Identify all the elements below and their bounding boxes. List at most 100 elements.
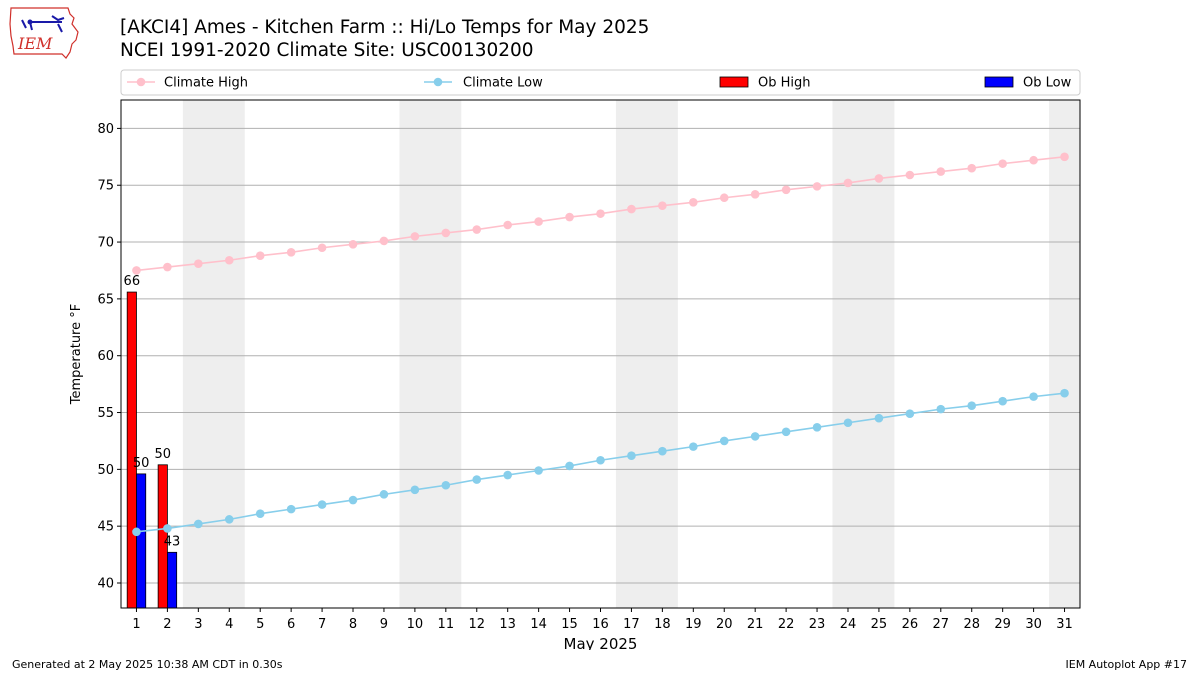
climate-high-point — [348, 240, 358, 249]
climate-high-point — [719, 193, 729, 203]
legend-box — [120, 69, 1081, 96]
climate-low-point — [812, 423, 822, 432]
climate-high-point — [1060, 152, 1069, 162]
weekend-band — [399, 100, 462, 608]
legend-climate-high-label: Climate High — [164, 76, 248, 91]
climate-high-point — [596, 209, 605, 218]
climate-high-point — [565, 212, 574, 222]
climate-high-point — [286, 247, 296, 257]
x-tick-label: 29 — [994, 617, 1011, 632]
climate-low-point — [379, 490, 389, 499]
y-tick-label: 65 — [97, 292, 114, 307]
climate-low-point — [998, 396, 1007, 406]
iem-logo: IEM — [9, 7, 79, 59]
y-axis-label: Temperature °F — [69, 304, 84, 405]
x-tick-label: 25 — [871, 617, 888, 632]
y-tick-label: 75 — [97, 179, 114, 194]
ob-low-bar — [136, 473, 147, 609]
bar-value-labels: 66 50 50 43 — [124, 274, 181, 549]
climate-low-point — [348, 495, 358, 505]
chart-title: [AKCI4] Ames - Kitchen Farm :: Hi/Lo Tem… — [120, 17, 650, 38]
x-tick-label: 22 — [778, 617, 795, 632]
climate-low-point — [194, 519, 203, 529]
legend: Climate High Climate Low Ob High Ob Low — [120, 69, 1081, 96]
x-axis-label: May 2025 — [564, 635, 638, 650]
x-tick-label: 13 — [499, 617, 516, 632]
x-tick-label: 8 — [349, 617, 357, 632]
x-tick-label: 7 — [318, 617, 326, 632]
climate-low-point — [781, 427, 791, 437]
weekend-band — [615, 100, 678, 608]
climate-low-point — [255, 509, 265, 518]
climate-low-point — [843, 418, 853, 428]
legend-climate-low-label: Climate Low — [463, 76, 543, 91]
legend-climate-low-marker — [433, 77, 443, 87]
climate-high-point — [194, 259, 203, 268]
ob-low-label: 43 — [164, 534, 181, 549]
x-tick-label: 5 — [256, 617, 264, 632]
ob-high-bar — [126, 291, 137, 609]
climate-high-point — [255, 251, 265, 260]
weekend-shading — [182, 100, 1080, 608]
climate-high-point — [317, 243, 327, 253]
plot-frame — [120, 99, 1081, 609]
weekend-band — [832, 100, 895, 608]
legend-ob-low-swatch — [984, 76, 1014, 88]
climate-low-point — [658, 446, 667, 456]
x-tick-label: 24 — [840, 617, 857, 632]
x-tick-label: 2 — [163, 617, 171, 632]
x-tick-label: 26 — [902, 617, 919, 632]
x-tick-label: 21 — [747, 617, 764, 632]
climate-high-point — [936, 167, 946, 176]
weekend-band — [1049, 100, 1080, 608]
climate-low-point — [719, 436, 729, 446]
ob-high-label: 50 — [154, 447, 171, 462]
y-tick-label: 40 — [97, 576, 114, 591]
x-tick-label: 6 — [287, 617, 295, 632]
weather-station-icon — [21, 15, 65, 33]
x-tick-label: 18 — [654, 617, 671, 632]
x-tick-label: 12 — [468, 617, 485, 632]
x-tick-label: 9 — [380, 617, 388, 632]
climate-low-point — [905, 409, 915, 418]
y-tick-label: 50 — [97, 463, 114, 478]
x-tick-label: 1 — [132, 617, 140, 632]
climate-low-point — [936, 404, 946, 414]
climate-low-point — [534, 466, 543, 475]
climate-low-point — [967, 401, 977, 411]
ob-high-label: 66 — [124, 274, 141, 289]
climate-high-point — [441, 228, 451, 238]
weekend-band — [182, 100, 245, 608]
legend-climate-high-marker — [136, 77, 146, 87]
climate-high-point — [534, 217, 543, 226]
climate-high-point — [132, 266, 141, 275]
x-tick-label: 3 — [194, 617, 202, 632]
chart-subtitle: NCEI 1991-2020 Climate Site: USC00130200 — [120, 40, 534, 61]
climate-high-point — [812, 182, 822, 191]
climate-low-point — [565, 461, 574, 471]
logo-text: IEM — [17, 34, 53, 53]
climate-low-point — [689, 442, 698, 451]
climate-low-point — [224, 515, 234, 524]
climate-high-point — [379, 236, 389, 246]
climate-high-point — [627, 204, 636, 214]
climate-low-point — [410, 485, 420, 495]
x-tick-label: 19 — [685, 617, 702, 632]
ob-low-bar — [167, 551, 178, 609]
climate-low-point — [163, 524, 172, 533]
climate-high-point — [472, 225, 482, 234]
x-tick-label: 17 — [623, 617, 640, 632]
climate-high-point — [410, 232, 420, 241]
x-tick-label: 4 — [225, 617, 233, 632]
climate-low-point — [1029, 392, 1038, 401]
climate-low-point — [750, 432, 760, 441]
climate-low-point — [317, 500, 327, 509]
climate-low-point — [472, 475, 482, 484]
legend-ob-high-swatch — [719, 76, 749, 88]
climate-high-point — [689, 197, 698, 207]
climate-low-point — [132, 527, 141, 537]
x-tick-label: 20 — [716, 617, 733, 632]
climate-high-point — [658, 201, 667, 210]
